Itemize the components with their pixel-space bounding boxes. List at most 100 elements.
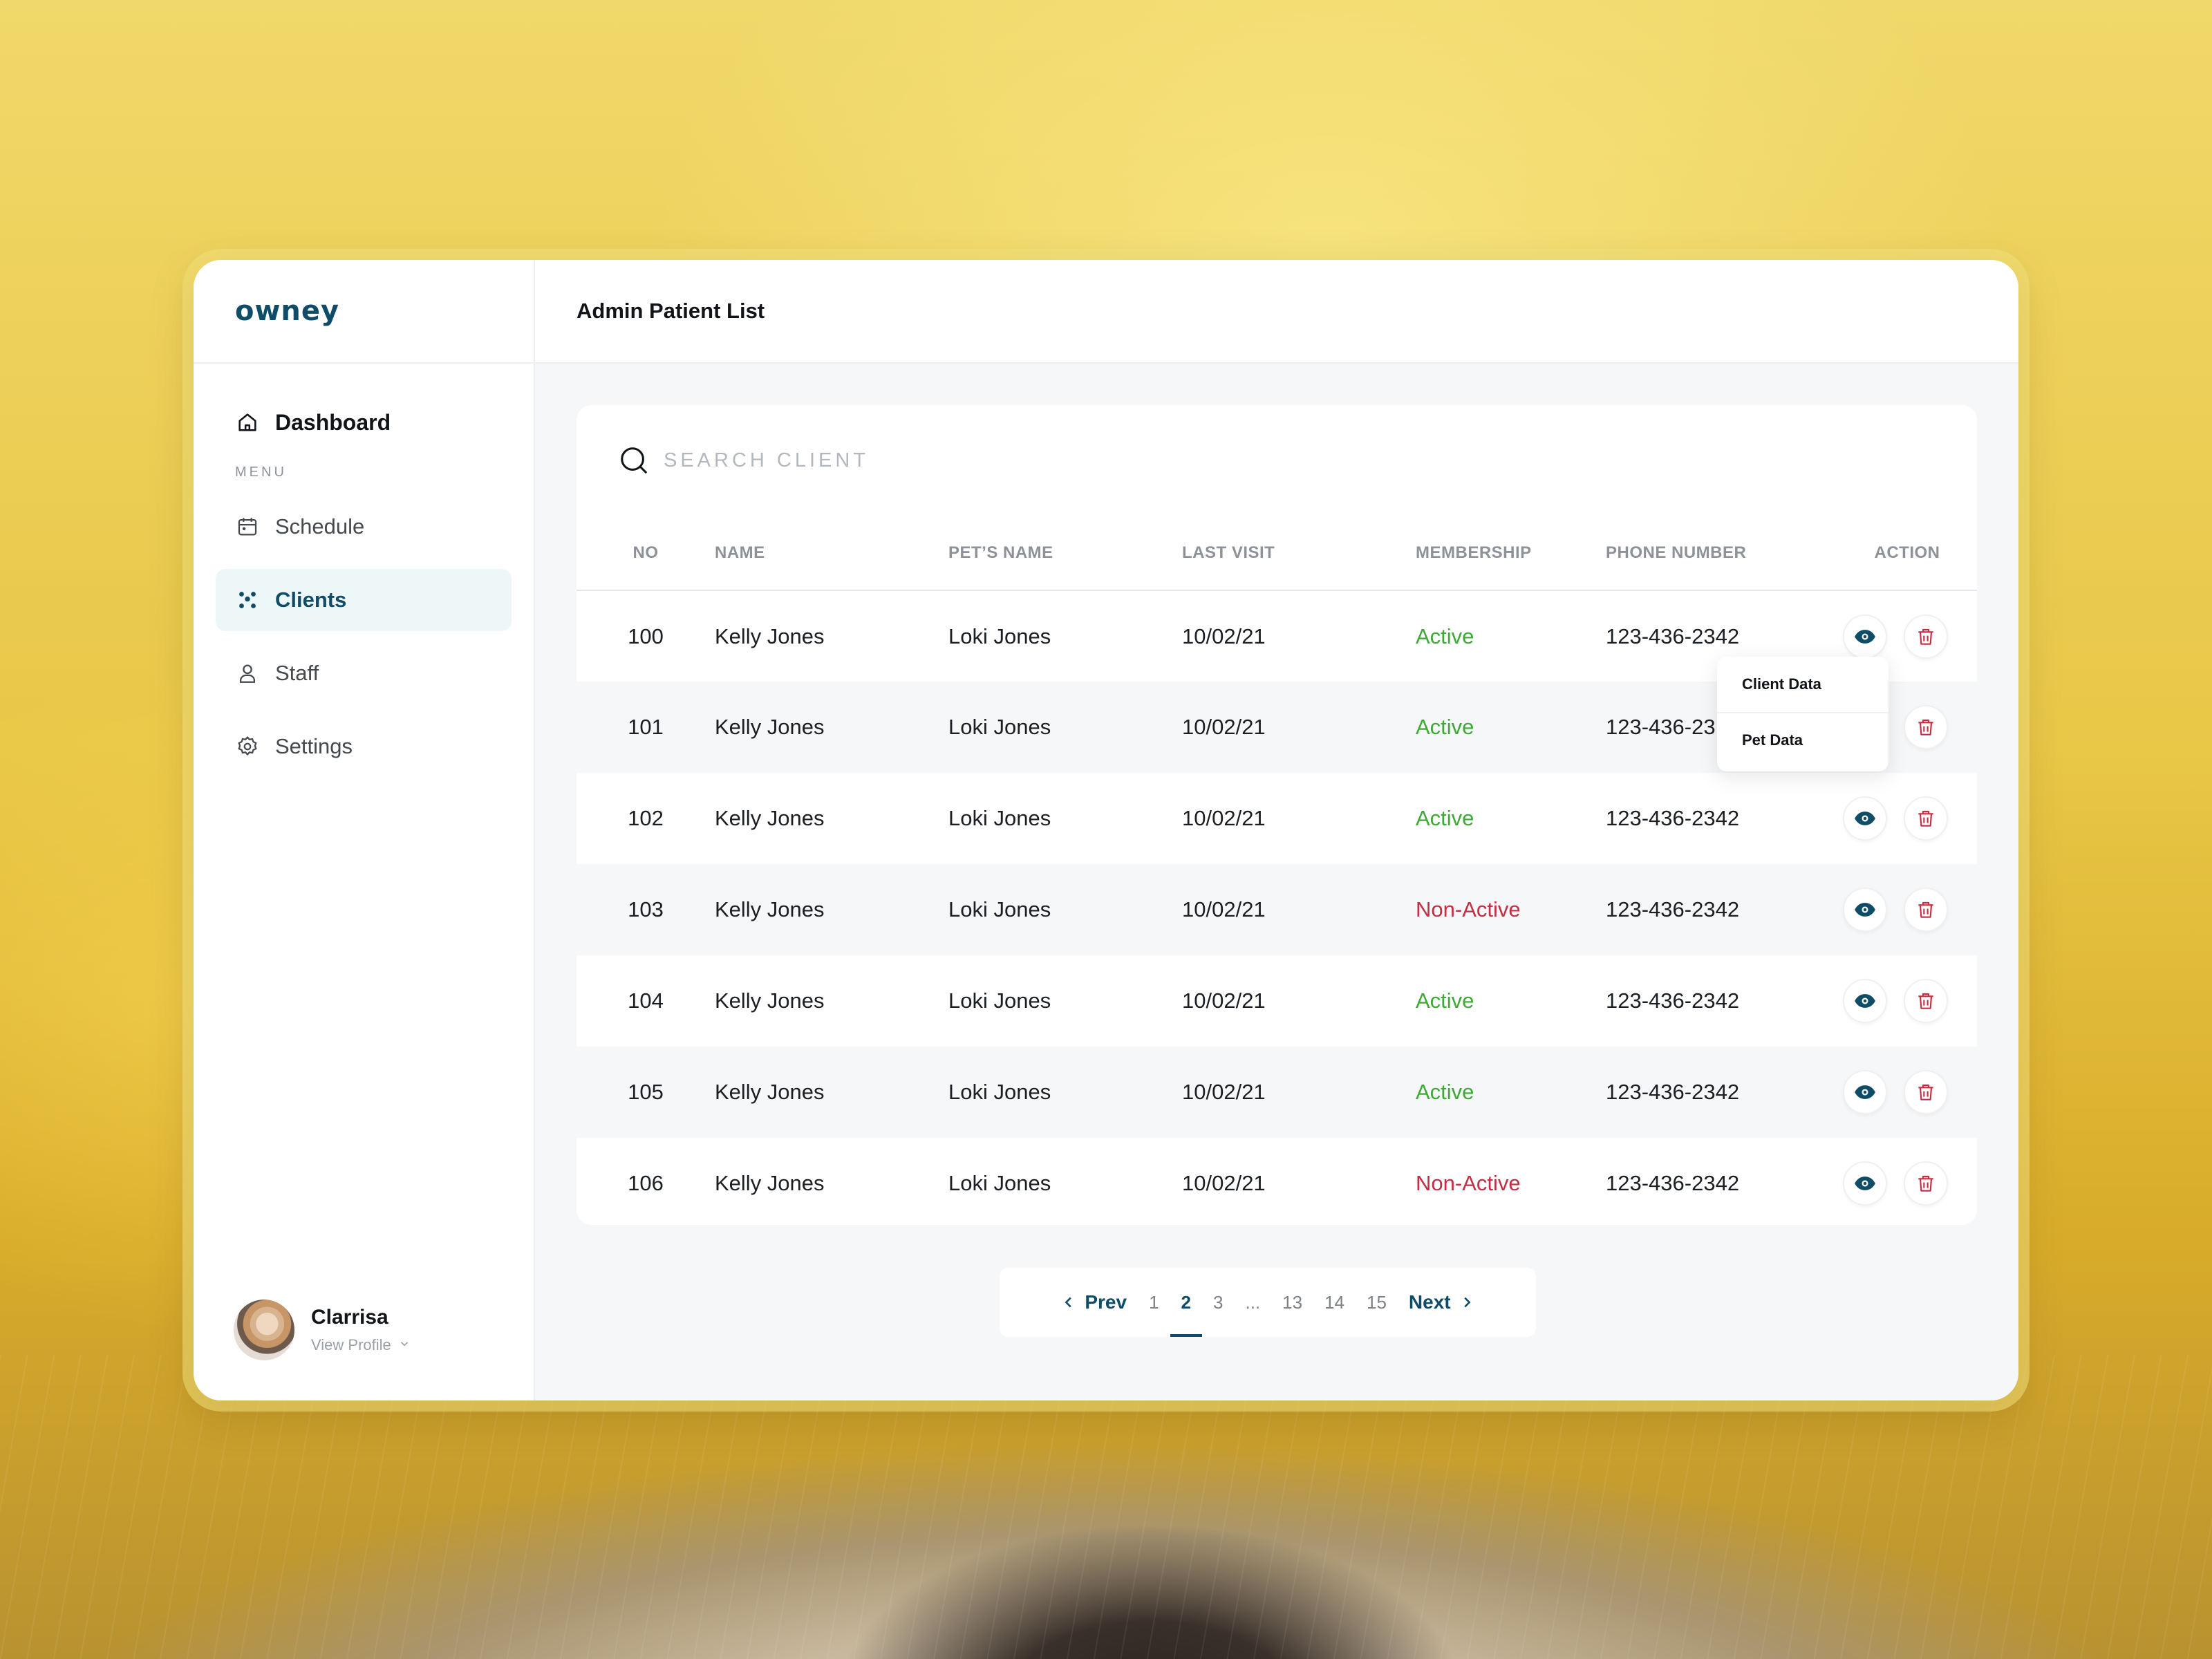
row-action-buttons bbox=[1837, 796, 1977, 841]
view-button[interactable] bbox=[1843, 796, 1887, 841]
sidebar-item-staff[interactable]: Staff bbox=[216, 642, 512, 704]
search-icon[interactable] bbox=[618, 444, 650, 476]
row-action-buttons bbox=[1837, 979, 1977, 1023]
pet-photo bbox=[0, 1355, 2212, 1659]
page-15-button[interactable]: 15 bbox=[1367, 1291, 1387, 1313]
column-header-no[interactable]: NO bbox=[577, 516, 715, 591]
sidebar-item-label: Dashboard bbox=[275, 409, 391, 435]
row-no: 101 bbox=[628, 715, 664, 739]
row-action-buttons bbox=[1837, 1161, 1977, 1206]
row-membership-status: Active bbox=[1416, 988, 1474, 1013]
table-row[interactable]: 102 Kelly Jones Loki Jones 10/02/21 Active 12… bbox=[577, 773, 1977, 864]
page-14-button[interactable]: 14 bbox=[1324, 1291, 1344, 1313]
next-label: Next bbox=[1408, 1291, 1451, 1313]
trash-icon bbox=[1915, 990, 1937, 1012]
topbar: Admin Patient List bbox=[535, 260, 2018, 364]
eye-icon bbox=[1853, 1172, 1877, 1195]
page-13-button[interactable]: 13 bbox=[1282, 1291, 1303, 1313]
table-header-row: NO NAME PET’S NAME LAST VISIT MEMBERSHIP… bbox=[577, 516, 1977, 591]
trash-icon bbox=[1915, 716, 1937, 738]
row-actions bbox=[1837, 590, 1977, 682]
row-actions bbox=[1837, 864, 1977, 955]
calendar-icon bbox=[235, 514, 260, 539]
row-membership-status: Non-Active bbox=[1416, 1171, 1521, 1195]
delete-button[interactable] bbox=[1904, 796, 1948, 841]
row-actions bbox=[1837, 773, 1977, 864]
sidebar: owney Dashboard MENU Schedule Clients bbox=[194, 260, 535, 1400]
view-profile-link[interactable]: View Profile bbox=[311, 1336, 411, 1354]
row-actions bbox=[1837, 1138, 1977, 1229]
page-2-button[interactable]: 2 bbox=[1170, 1268, 1203, 1337]
delete-button[interactable] bbox=[1904, 888, 1948, 932]
view-button[interactable] bbox=[1843, 888, 1887, 932]
table-row[interactable]: 105 Kelly Jones Loki Jones 10/02/21 Active 12… bbox=[577, 1047, 1977, 1138]
row-last-visit: 10/02/21 bbox=[1182, 624, 1266, 648]
row-phone-number: 123-436-2342 bbox=[1606, 806, 1740, 830]
column-header-last-visit[interactable]: LAST VISIT bbox=[1182, 516, 1416, 591]
prev-page-button[interactable]: Prev bbox=[1050, 1268, 1138, 1337]
delete-button[interactable] bbox=[1904, 705, 1948, 749]
row-no: 106 bbox=[628, 1171, 664, 1195]
brand-logo[interactable]: owney bbox=[235, 295, 340, 327]
trash-icon bbox=[1915, 899, 1937, 921]
chevron-left-icon bbox=[1061, 1295, 1076, 1310]
table-row[interactable]: 100 Kelly Jones Loki Jones 10/02/21 Active 12… bbox=[577, 590, 1977, 682]
row-last-visit: 10/02/21 bbox=[1182, 1080, 1266, 1104]
table-row[interactable]: 103 Kelly Jones Loki Jones 10/02/21 Non-Acti… bbox=[577, 864, 1977, 955]
view-button[interactable] bbox=[1843, 1161, 1887, 1206]
column-header-membership[interactable]: MEMBERSHIP bbox=[1416, 516, 1606, 591]
row-action-buttons bbox=[1837, 614, 1977, 659]
row-pet-name: Loki Jones bbox=[948, 715, 1051, 739]
column-header-phone-number[interactable]: PHONE NUMBER bbox=[1606, 516, 1837, 591]
row-last-visit: 10/02/21 bbox=[1182, 988, 1266, 1013]
view-options-dropdown: Client Data Pet Data bbox=[1717, 657, 1888, 771]
row-phone-number: 123-436-2342 bbox=[1606, 897, 1740, 921]
view-button[interactable] bbox=[1843, 614, 1887, 659]
user-profile[interactable]: Clarrisa View Profile bbox=[234, 1300, 411, 1360]
sidebar-nav: Dashboard MENU Schedule Clients Staff bbox=[194, 364, 534, 778]
sidebar-item-schedule[interactable]: Schedule bbox=[216, 496, 512, 558]
delete-button[interactable] bbox=[1904, 979, 1948, 1023]
view-button[interactable] bbox=[1843, 979, 1887, 1023]
profile-name: Clarrisa bbox=[311, 1306, 388, 1329]
avatar[interactable] bbox=[234, 1300, 294, 1360]
page-1-button[interactable]: 1 bbox=[1149, 1291, 1159, 1313]
delete-button[interactable] bbox=[1904, 1161, 1948, 1206]
logo-row: owney bbox=[194, 260, 534, 364]
page-title: Admin Patient List bbox=[577, 299, 765, 323]
client-table-card: NO NAME PET’S NAME LAST VISIT MEMBERSHIP… bbox=[577, 405, 1977, 1225]
main-content: Admin Patient List NO NAME PET’S NAME LA… bbox=[535, 260, 2018, 1400]
column-header-pet-name[interactable]: PET’S NAME bbox=[948, 516, 1182, 591]
page-3-button[interactable]: 3 bbox=[1213, 1291, 1224, 1313]
view-profile-label: View Profile bbox=[311, 1336, 391, 1353]
sidebar-item-clients[interactable]: Clients bbox=[216, 569, 512, 631]
row-phone-number: 123-436-2342 bbox=[1606, 624, 1740, 648]
row-membership-status: Active bbox=[1416, 806, 1474, 830]
chevron-right-icon bbox=[1459, 1295, 1474, 1310]
row-no: 100 bbox=[628, 624, 664, 648]
app-window: owney Dashboard MENU Schedule Clients bbox=[194, 260, 2018, 1400]
trash-icon bbox=[1915, 1172, 1937, 1194]
column-header-action: ACTION bbox=[1837, 516, 1977, 591]
eye-icon bbox=[1853, 898, 1877, 921]
sidebar-item-dashboard[interactable]: Dashboard bbox=[216, 391, 512, 453]
row-phone-number: 123-436-2342 bbox=[1606, 1080, 1740, 1104]
delete-button[interactable] bbox=[1904, 614, 1948, 659]
row-client-name: Kelly Jones bbox=[715, 806, 825, 830]
search-input[interactable] bbox=[664, 449, 1078, 472]
row-phone-number: 123-436-2342 bbox=[1606, 988, 1740, 1013]
table-row[interactable]: 106 Kelly Jones Loki Jones 10/02/21 Non-Acti… bbox=[577, 1138, 1977, 1229]
sidebar-item-settings[interactable]: Settings bbox=[216, 715, 512, 778]
row-action-buttons bbox=[1837, 888, 1977, 932]
next-page-button[interactable]: Next bbox=[1398, 1268, 1485, 1337]
delete-button[interactable] bbox=[1904, 1070, 1948, 1114]
sidebar-item-label: Settings bbox=[275, 734, 353, 758]
row-client-name: Kelly Jones bbox=[715, 715, 825, 739]
gear-icon bbox=[235, 734, 260, 759]
pet-data-option[interactable]: Pet Data bbox=[1717, 712, 1888, 767]
users-icon bbox=[235, 588, 260, 612]
view-button[interactable] bbox=[1843, 1070, 1887, 1114]
column-header-name[interactable]: NAME bbox=[715, 516, 948, 591]
table-row[interactable]: 104 Kelly Jones Loki Jones 10/02/21 Active 12… bbox=[577, 955, 1977, 1047]
client-data-option[interactable]: Client Data bbox=[1742, 675, 1821, 693]
